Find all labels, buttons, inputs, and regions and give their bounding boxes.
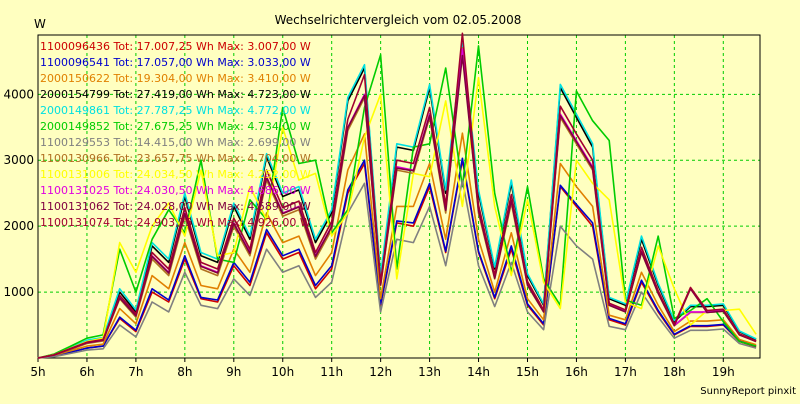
series-lines (37, 32, 757, 359)
plot-frame (37, 34, 761, 359)
legend-entry: 2000149861 Tot: 27.787,25 Wh Max: 4.772,… (40, 104, 311, 117)
legend-entry: 2000150622 Tot: 19.304,00 Wh Max: 3.410,… (40, 72, 311, 85)
x-tick-label: 18h (663, 365, 686, 379)
legend-entry: 1100131025 Tot: 24.030,50 Wh Max: 4.686,… (40, 184, 311, 197)
x-tick-label: 15h (516, 365, 539, 379)
legend-entry: 1100129553 Tot: 14.415,00 Wh Max: 2.699,… (40, 136, 311, 149)
x-tick-label: 8h (177, 365, 192, 379)
legend: 1100096436 Tot: 17.007,25 Wh Max: 3.007,… (40, 40, 311, 229)
x-tick-label: 7h (128, 365, 143, 379)
x-tick-label: 10h (271, 365, 294, 379)
legend-entry: 1100131062 Tot: 24.028,00 Wh Max: 4.589,… (40, 200, 311, 213)
x-tick-label: 9h (226, 365, 241, 379)
legend-entry: 1100096541 Tot: 17.057,00 Wh Max: 3.033,… (40, 56, 311, 69)
chart-title: Wechselrichtervergleich vom 02.05.2008 (275, 13, 522, 27)
x-tick-label: 6h (79, 365, 94, 379)
legend-entry: 1100131006 Tot: 24.034,50 Wh Max: 4.252,… (40, 168, 311, 181)
y-tick-label: 4000 (3, 87, 34, 101)
footer-credit: SunnyReport pinxit (700, 386, 796, 397)
series-line (37, 157, 757, 359)
y-tick-label: 2000 (3, 219, 34, 233)
x-tick-label: 5h (30, 365, 45, 379)
series-line (37, 179, 757, 359)
legend-entry: 1100131074 Tot: 24.903,25 Wh Max: 4.926,… (40, 216, 311, 229)
x-tick-label: 13h (418, 365, 441, 379)
series-line (37, 42, 757, 359)
legend-entry: 2000154799 Tot: 27.419,00 Wh Max: 4.723,… (40, 88, 311, 101)
x-tick-label: 14h (467, 365, 490, 379)
x-tick-label: 11h (320, 365, 343, 379)
series-line (37, 76, 757, 359)
y-tick-label: 3000 (3, 153, 34, 167)
y-axis-label: W (34, 17, 46, 31)
x-tick-label: 17h (614, 365, 637, 379)
axis-ticks: 5h 6h 7h 8h 9h 10h 11h 12h 13h 14h 15h 16h 17h 18h 19h… (3, 87, 734, 379)
y-tick-label: 1000 (3, 285, 34, 299)
series-line (37, 32, 757, 359)
x-tick-label: 16h (565, 365, 588, 379)
legend-entry: 1100096436 Tot: 17.007,25 Wh Max: 3.007,… (40, 40, 311, 53)
legend-entry: 1100130966 Tot: 23.657,75 Wh Max: 4.704,… (40, 152, 311, 165)
series-line (37, 132, 757, 359)
x-tick-label: 12h (369, 365, 392, 379)
legend-entry: 2000149852 Tot: 27.675,25 Wh Max: 4.734,… (40, 120, 311, 133)
series-line (37, 54, 757, 359)
x-tick-label: 19h (712, 365, 735, 379)
